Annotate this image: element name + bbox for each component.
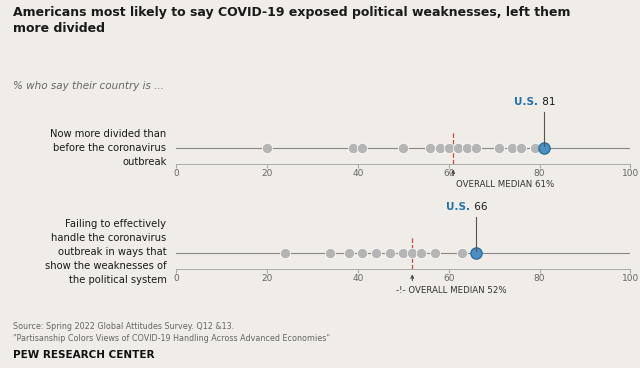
- Point: [457, 250, 467, 256]
- Point: [357, 250, 367, 256]
- Text: 66: 66: [471, 202, 487, 212]
- Point: [398, 145, 408, 151]
- Point: [530, 145, 540, 151]
- Point: [357, 145, 367, 151]
- Text: OVERALL MEDIAN 61%: OVERALL MEDIAN 61%: [456, 180, 555, 189]
- Text: Now more divided than
before the coronavirus
outbreak: Now more divided than before the coronav…: [50, 129, 166, 167]
- Point: [444, 145, 454, 151]
- Text: U.S.: U.S.: [514, 97, 538, 107]
- Point: [430, 250, 440, 256]
- Point: [471, 145, 481, 151]
- Text: % who say their country is ...: % who say their country is ...: [13, 81, 164, 91]
- Point: [493, 145, 504, 151]
- Point: [471, 250, 481, 256]
- Point: [461, 145, 472, 151]
- Text: 81: 81: [539, 97, 556, 107]
- Point: [280, 250, 290, 256]
- Point: [407, 250, 417, 256]
- Text: Source: Spring 2022 Global Attitudes Survey. Q12 &13.
"Partisanship Colors Views: Source: Spring 2022 Global Attitudes Sur…: [13, 322, 330, 343]
- Point: [426, 145, 436, 151]
- Point: [371, 250, 381, 256]
- Point: [539, 145, 549, 151]
- Text: -!- OVERALL MEDIAN 52%: -!- OVERALL MEDIAN 52%: [396, 286, 507, 295]
- Point: [516, 145, 527, 151]
- Point: [507, 145, 517, 151]
- Text: Failing to effectively
handle the coronavirus
outbreak in ways that
show the wea: Failing to effectively handle the corona…: [45, 219, 166, 285]
- Point: [385, 250, 395, 256]
- Text: Americans most likely to say COVID-19 exposed political weaknesses, left them
mo: Americans most likely to say COVID-19 ex…: [13, 6, 570, 35]
- Point: [452, 145, 463, 151]
- Text: PEW RESEARCH CENTER: PEW RESEARCH CENTER: [13, 350, 154, 360]
- Text: U.S.: U.S.: [445, 202, 470, 212]
- Point: [344, 250, 354, 256]
- Point: [325, 250, 335, 256]
- Point: [416, 250, 426, 256]
- Point: [262, 145, 272, 151]
- Point: [435, 145, 445, 151]
- Point: [348, 145, 358, 151]
- Point: [398, 250, 408, 256]
